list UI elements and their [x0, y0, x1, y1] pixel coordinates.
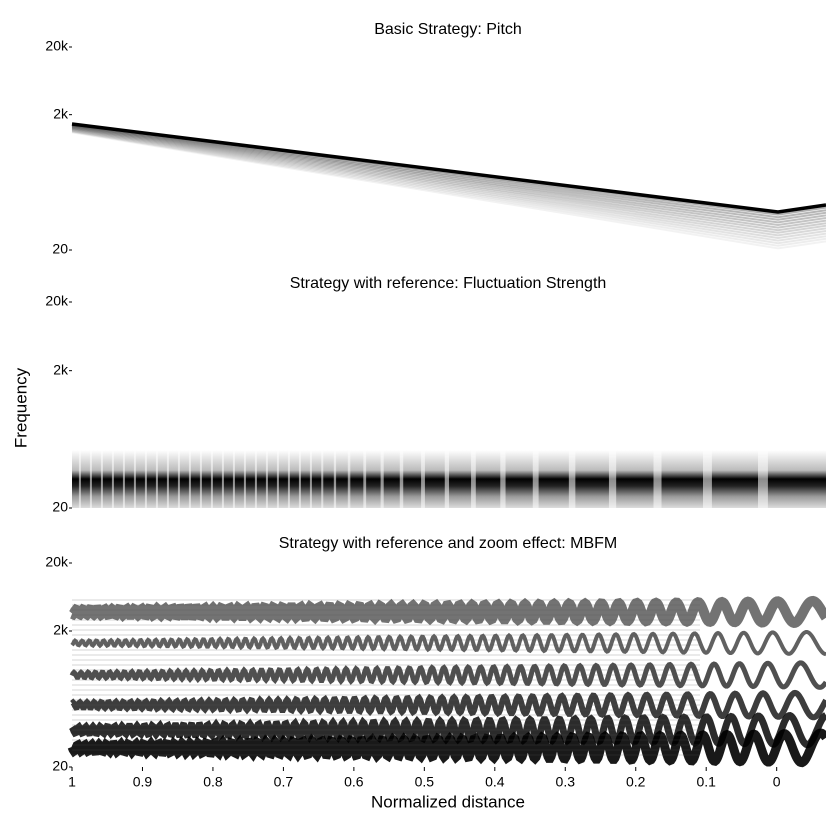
modulation-gap [309, 450, 312, 508]
modulation-gap [444, 450, 450, 508]
modulation-gap [653, 450, 662, 508]
spectral-shade [71, 130, 826, 245]
spectral-shade [71, 124, 826, 221]
spectral-band [70, 630, 826, 657]
x-tick-label: 0.6 [344, 774, 364, 790]
spectral-shade [71, 128, 826, 237]
y-tick-label: 2k [53, 105, 69, 121]
modulation-gap [568, 450, 576, 508]
chart-title: Basic Strategy: Pitch [374, 21, 522, 38]
x-tick-label: 0.3 [556, 774, 576, 790]
x-tick-label: 0.4 [485, 774, 505, 790]
x-tick-label: 1 [68, 774, 76, 790]
x-tick-label: 0.8 [203, 774, 223, 790]
modulation-gap [100, 450, 103, 508]
spectral-shade [71, 129, 826, 240]
modulation-gap [188, 450, 191, 508]
x-tick-label: 0 [773, 774, 781, 790]
modulation-gap [287, 450, 290, 508]
modulation-gap [199, 450, 202, 508]
y-tick-label: 20 [52, 758, 68, 774]
modulation-gap [122, 450, 125, 508]
modulation-gap [210, 450, 213, 508]
modulation-gap [703, 450, 712, 508]
modulation-gap [421, 450, 425, 508]
spectral-shade [71, 129, 826, 242]
modulation-gap [758, 450, 768, 508]
spectral-shade [71, 127, 826, 232]
modulation-gap [347, 450, 351, 508]
spectral-band [67, 728, 826, 768]
modulation-gap [232, 450, 235, 508]
spectrogram [72, 450, 826, 508]
spectral-shade [71, 126, 826, 227]
modulation-gap [111, 450, 114, 508]
spectrogram [71, 122, 826, 250]
y-tick-label: 20k [45, 554, 69, 570]
modulation-gap [177, 450, 180, 508]
chart-title: Strategy with reference: Fluctuation Str… [290, 275, 607, 292]
chart-title: Strategy with reference and zoom effect:… [279, 535, 618, 552]
modulation-gap [89, 450, 92, 508]
modulation-gap [532, 450, 539, 508]
x-tick-label: 0.2 [626, 774, 646, 790]
x-tick-label: 0.5 [415, 774, 435, 790]
spectral-band [69, 595, 826, 628]
x-tick-label: 0.7 [274, 774, 294, 790]
x-axis-label: Normalized distance [371, 792, 525, 811]
modulation-gap [221, 450, 224, 508]
y-tick-label: 20k [45, 38, 69, 54]
x-tick-label: 0.9 [133, 774, 153, 790]
spectral-shade [71, 125, 826, 224]
modulation-gap [243, 450, 246, 508]
y-tick-label: 2k [53, 361, 69, 377]
spectral-line [71, 122, 826, 214]
modulation-gap [133, 450, 136, 508]
modulation-gap [155, 450, 158, 508]
y-tick-label: 2k [53, 622, 69, 638]
modulation-gap [363, 450, 367, 508]
modulation-gap [254, 450, 257, 508]
modulation-gap [380, 450, 384, 508]
modulation-gap [144, 450, 147, 508]
spectral-shade [71, 131, 826, 250]
spectral-band [69, 660, 826, 690]
modulation-gap [608, 450, 617, 508]
modulation-gap [78, 450, 81, 508]
modulation-gap [399, 450, 404, 508]
spectral-shade [71, 124, 826, 219]
x-tick-label: 0.1 [696, 774, 716, 790]
modulation-gap [166, 450, 169, 508]
y-tick-label: 20k [45, 293, 69, 309]
spectral-shade [71, 127, 826, 234]
modulation-gap [265, 450, 268, 508]
modulation-gap [333, 450, 337, 508]
modulation-gap [298, 450, 301, 508]
y-tick-label: 20 [52, 499, 68, 515]
modulation-gap [471, 450, 476, 508]
spectral-shade [71, 126, 826, 229]
modulation-gap [276, 450, 279, 508]
spectral-band [70, 689, 826, 721]
modulation-gap [321, 450, 324, 508]
spectral-shade [71, 130, 826, 247]
spectrogram [67, 595, 826, 768]
y-tick-label: 20 [52, 241, 68, 257]
modulation-gap [500, 450, 506, 508]
y-axis-label: Frequency [11, 367, 30, 448]
